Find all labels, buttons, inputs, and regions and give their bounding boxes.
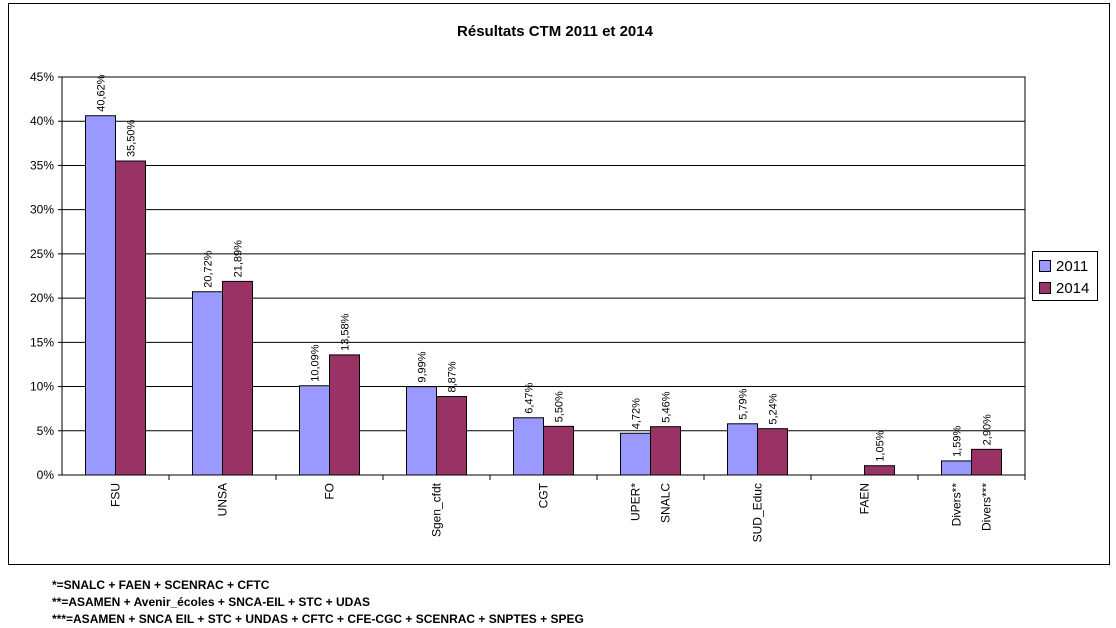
x-tick-label: FSU [109,483,123,507]
y-tick-label: 5% [37,424,55,438]
y-tick-label: 40% [30,114,54,128]
data-label: 9,99% [417,351,429,382]
bar-2011 [727,423,758,476]
data-label: 4,72% [631,398,643,429]
bar-2011 [85,115,116,476]
data-label: 5,79% [738,388,750,419]
bar-2011 [941,460,972,476]
bar-2014 [864,465,895,476]
data-label: 21,89% [233,240,245,278]
x-tick-label: SNALC [659,483,673,523]
legend-swatch-2014 [1039,282,1051,294]
bar-2014 [329,354,360,476]
data-label: 5,50% [554,391,566,422]
x-tick-label: Sgen_cfdt [430,482,444,537]
bar-2011 [513,417,544,476]
legend-item-2011: 2011 [1039,257,1088,275]
y-tick-label: 30% [30,203,54,217]
x-tick-label: CGT [537,482,551,508]
legend-item-2014: 2014 [1039,279,1089,297]
data-label: 13,58% [340,313,352,351]
x-tick-label: UNSA [216,483,230,516]
y-tick-label: 15% [30,335,54,349]
x-tick-label: FO [323,483,337,500]
data-label: 10,09% [310,344,322,382]
data-label: 1,05% [875,430,887,461]
chart-title: Résultats CTM 2011 et 2014 [457,23,654,40]
y-tick-label: 25% [30,247,54,261]
data-label: 1,59% [952,426,964,457]
legend-swatch-2011 [1039,260,1051,272]
footnote-2: **=ASAMEN + Avenir_écoles + SNCA-EIL + S… [52,595,370,609]
data-label: 5,46% [661,391,673,422]
bar-2014 [650,426,681,476]
y-tick-label: 0% [37,468,55,482]
bar-2014 [757,428,788,476]
x-tick-label: UPER* [629,483,643,521]
y-tick-label: 45% [30,70,54,84]
footnote-3: ***=ASAMEN + SNCA EIL + STC + UNDAS + CF… [52,612,584,626]
y-tick-label: 35% [30,158,54,172]
data-label: 40,62% [96,74,108,112]
data-label: 8,87% [447,361,459,392]
bar-2014 [543,425,574,476]
y-tick-label: 10% [30,380,54,394]
bar-2014 [222,280,253,476]
bar-2014 [436,396,467,476]
footnotes: *=SNALC + FAEN + SCENRAC + CFTC **=ASAME… [52,577,584,628]
bar-2011 [406,386,437,476]
data-label: 20,72% [203,250,215,288]
legend-label-2011: 2011 [1056,257,1089,275]
x-tick-label: Divers** [950,483,964,527]
data-label: 2,90% [982,414,994,445]
bar-2014 [115,160,146,476]
x-tick-label: SUD_Educ [751,483,765,542]
data-label: 6,47% [524,382,536,413]
legend: 2011 2014 [1032,251,1098,301]
data-label: 5,24% [768,393,780,424]
bar-2011 [192,291,223,476]
x-tick-label: FAEN [858,483,872,514]
data-label: 35,50% [126,119,138,157]
bar-2014 [971,448,1002,476]
bar-2011 [620,432,651,476]
y-tick-label: 20% [30,291,54,305]
footnote-1: *=SNALC + FAEN + SCENRAC + CFTC [52,578,270,592]
legend-label-2014: 2014 [1056,279,1090,297]
bar-2011 [299,385,330,476]
x-tick-label: Divers*** [980,483,994,531]
